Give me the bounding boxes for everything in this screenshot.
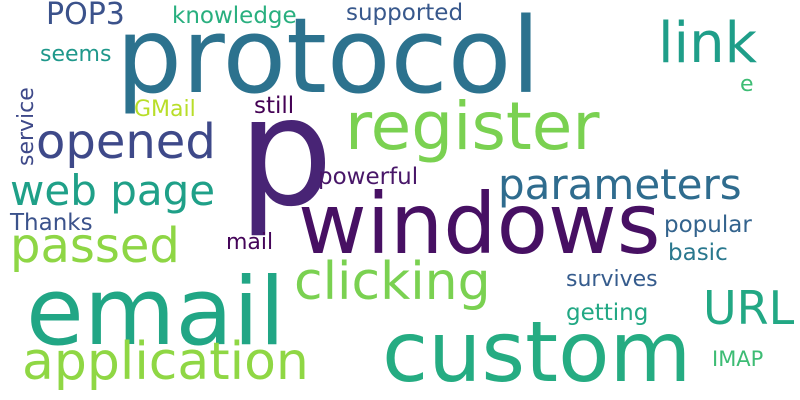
word-opened: opened	[36, 114, 216, 170]
word-knowledge: knowledge	[172, 3, 297, 29]
word-passed: passed	[10, 218, 180, 274]
word-url: URL	[703, 281, 795, 335]
word-link: link	[658, 11, 758, 76]
word-pop3: POP3	[46, 0, 125, 32]
word-e: e	[740, 72, 754, 97]
word-email: email	[26, 258, 286, 367]
word-clicking: clicking	[294, 252, 491, 312]
word-protocol: protocol	[116, 0, 541, 117]
word-windows: windows	[298, 175, 661, 273]
word-application: application	[22, 332, 309, 392]
word-still: still	[254, 93, 295, 119]
word-imap: IMAP	[712, 347, 764, 371]
word-popular: popular	[664, 212, 752, 238]
word-getting: getting	[566, 300, 649, 326]
word-gmail: GMail	[134, 97, 196, 122]
word-service: service	[14, 87, 39, 166]
word-seems: seems	[40, 42, 112, 67]
word-register: register	[345, 88, 600, 165]
word-mail: mail	[226, 230, 274, 255]
word-custom: custom	[382, 303, 692, 400]
word-thanks: Thanks	[10, 210, 93, 236]
word-survives: survives	[566, 267, 658, 292]
word-basic: basic	[668, 240, 728, 266]
word-parameters: parameters	[498, 160, 742, 209]
word-powerful: powerful	[318, 164, 419, 190]
word-p: p	[238, 66, 334, 240]
word-web-page: web page	[10, 166, 216, 215]
word-supported: supported	[346, 0, 464, 26]
